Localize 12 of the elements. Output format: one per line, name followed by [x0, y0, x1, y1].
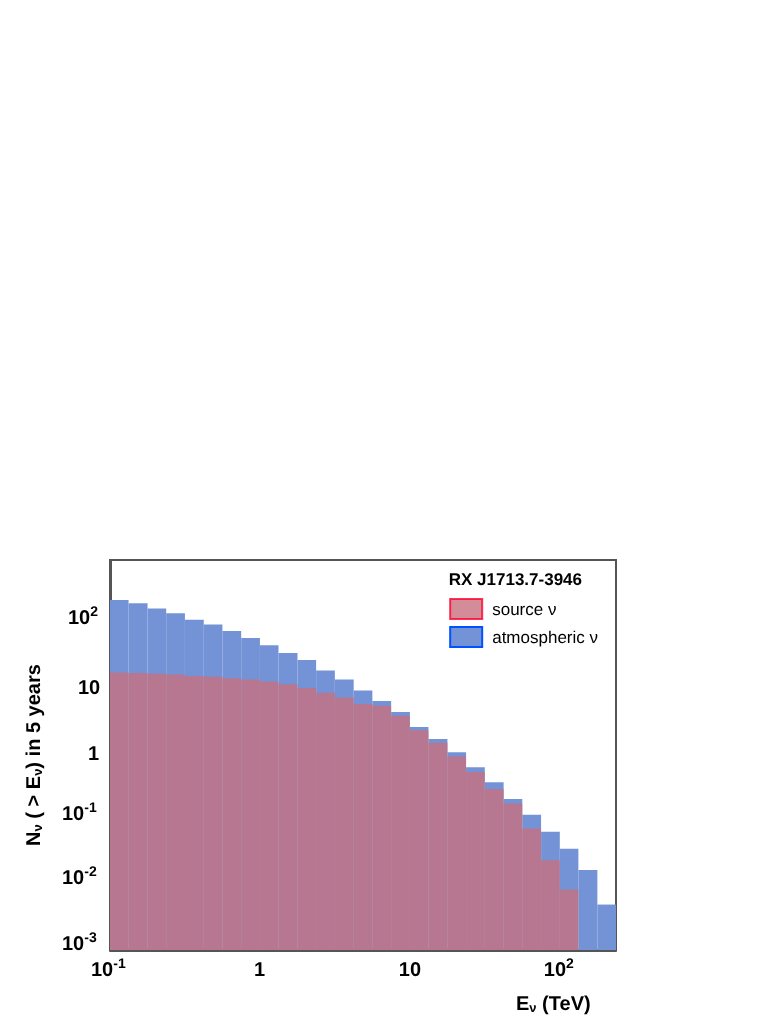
y-tick-label: 10 — [78, 678, 101, 702]
y-tick-label: 10$^{-2}$ — [62, 866, 97, 892]
x-tick-label: 10$^{2}$ — [543, 958, 574, 984]
legend-label: atmospheric ν — [492, 627, 599, 647]
y-tick-label: 10$^{-3}$ — [62, 931, 97, 957]
x-tick-label: 1 — [253, 960, 266, 984]
y-tick-label: 10$^{2}$ — [68, 606, 99, 632]
x-tick-label: 10 — [398, 960, 422, 984]
y-tick-label: 1 — [88, 743, 100, 767]
legend-label: source ν — [492, 599, 557, 619]
y-tick-label: 10$^{-1}$ — [62, 801, 97, 827]
legend-title: RX J1713.7-3946 — [448, 569, 583, 589]
